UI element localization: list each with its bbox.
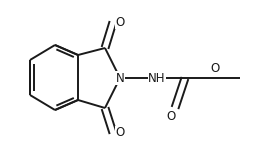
Text: N: N <box>116 71 124 84</box>
Text: O: O <box>115 127 125 140</box>
Text: O: O <box>210 62 220 75</box>
Text: O: O <box>115 16 125 29</box>
Text: NH: NH <box>148 71 166 84</box>
Text: O: O <box>166 109 176 122</box>
